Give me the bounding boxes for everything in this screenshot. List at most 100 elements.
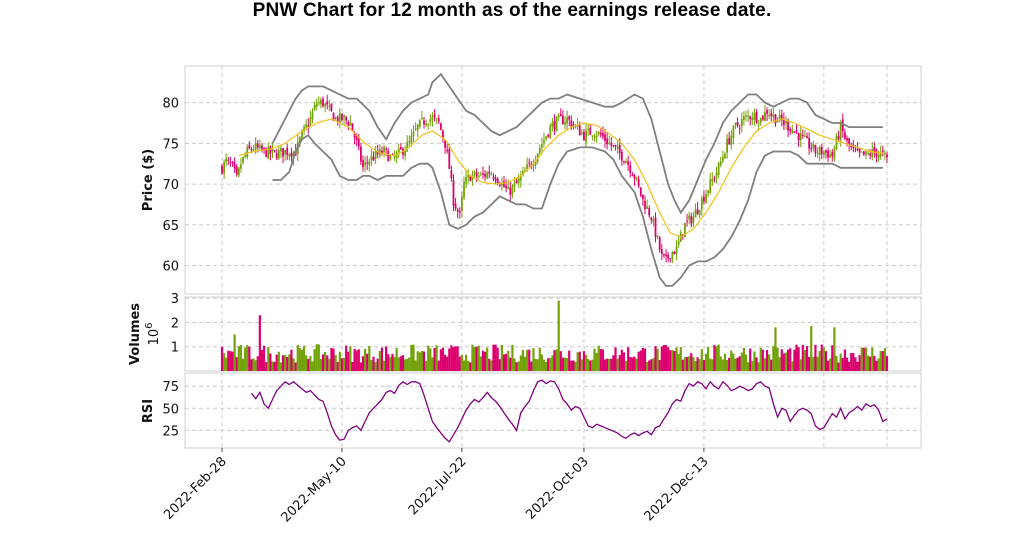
- volume-bar: [422, 351, 426, 371]
- volume-bar: [866, 355, 870, 371]
- candle-body: [846, 138, 848, 141]
- candle-body: [734, 123, 737, 126]
- candle-body: [721, 156, 724, 161]
- candle-body: [376, 151, 379, 155]
- volume-bar: [639, 350, 642, 371]
- candle-body: [707, 190, 710, 194]
- moving-average-line: [238, 118, 883, 238]
- candle-body: [277, 150, 280, 159]
- volume-bar: [538, 347, 541, 371]
- volume-bar: [704, 353, 708, 371]
- candle-body: [515, 180, 518, 184]
- candle-body: [538, 148, 541, 153]
- x-tick-label: 2022-Feb-28: [161, 454, 230, 523]
- candle-body: [856, 148, 859, 150]
- candle-body: [452, 180, 455, 206]
- candle-body: [757, 123, 760, 125]
- volume-bar: [675, 347, 678, 371]
- volume-bar: [648, 360, 651, 371]
- volume-bar: [839, 353, 842, 371]
- volume-bar: [698, 359, 701, 371]
- volume-bar: [801, 345, 804, 371]
- candle-body: [328, 105, 331, 107]
- volume-bar: [713, 345, 716, 371]
- volume-bar: [692, 357, 695, 371]
- candle-body: [612, 145, 615, 147]
- candle-body: [486, 172, 489, 179]
- volume-bar: [696, 357, 699, 371]
- candle-body: [742, 116, 745, 120]
- candle-body: [808, 137, 811, 149]
- candle-body: [307, 125, 310, 127]
- candle-body: [599, 132, 602, 135]
- volume-bar: [624, 361, 628, 371]
- price-ytick-label: 65: [162, 219, 179, 234]
- candle-body: [341, 113, 343, 121]
- volume-bar: [736, 357, 739, 371]
- volume-bar: [378, 350, 381, 371]
- candle-body: [570, 120, 573, 127]
- candle-body: [747, 115, 750, 117]
- candle-body: [433, 114, 436, 118]
- rsi-panel-frame: [184, 372, 922, 449]
- volume-bar: [875, 360, 878, 371]
- volume-bar: [269, 353, 272, 371]
- volume-bar: [570, 360, 573, 371]
- volume-bar: [871, 347, 874, 371]
- volume-bar: [559, 351, 562, 371]
- volume-bar: [549, 358, 552, 371]
- chart-title: PNW Chart for 12 month as of the earning…: [252, 0, 772, 21]
- candle-body: [879, 152, 882, 157]
- candle-body: [644, 200, 646, 210]
- candle-body: [416, 124, 419, 131]
- candle-body: [517, 178, 520, 184]
- volume-bar: [248, 346, 251, 371]
- volume-bar: [431, 357, 434, 371]
- volume-bar: [326, 355, 329, 371]
- volume-bar: [391, 353, 394, 371]
- volume-bar: [507, 350, 510, 371]
- volume-bar: [443, 354, 447, 371]
- candle-body: [761, 115, 764, 120]
- candle-body: [492, 176, 495, 179]
- volume-bar: [643, 348, 647, 371]
- volume-bar: [869, 356, 872, 371]
- volume-bar: [277, 351, 280, 371]
- candle-body: [351, 123, 354, 131]
- candle-body: [759, 117, 762, 123]
- volume-bar: [353, 348, 356, 371]
- volume-bar: [492, 344, 495, 371]
- volume-bar: [566, 358, 569, 371]
- volume-bar: [368, 345, 371, 371]
- volume-bar: [231, 351, 234, 371]
- volume-bar: [429, 348, 432, 371]
- volume-bar: [633, 356, 636, 371]
- candle-body: [688, 215, 691, 220]
- volume-bar: [841, 358, 844, 371]
- volume-bar: [864, 347, 868, 371]
- volume-bar: [803, 349, 807, 371]
- candle-body: [399, 147, 402, 150]
- candle-body: [675, 246, 678, 254]
- volume-bar: [616, 358, 619, 371]
- candle-body: [423, 120, 425, 125]
- candle-body: [311, 111, 314, 120]
- volume-ytick-label: 1: [171, 341, 179, 356]
- candle-body: [355, 136, 358, 141]
- candle-body: [816, 153, 819, 155]
- volume-bar: [740, 352, 743, 371]
- candle-body: [730, 135, 733, 145]
- candle-body: [540, 144, 543, 148]
- volume-bar: [315, 344, 318, 371]
- volume-bar: [292, 358, 295, 371]
- volume-bar: [721, 359, 724, 371]
- rsi-ytick-label: 25: [162, 424, 179, 439]
- volume-bar: [408, 357, 411, 371]
- candle-body: [673, 251, 676, 255]
- candle-body: [831, 152, 834, 157]
- volume-bar: [850, 352, 853, 371]
- candle-body: [349, 122, 352, 126]
- candle-body: [875, 149, 878, 157]
- volume-bar: [757, 362, 760, 371]
- volume-bar: [338, 351, 341, 371]
